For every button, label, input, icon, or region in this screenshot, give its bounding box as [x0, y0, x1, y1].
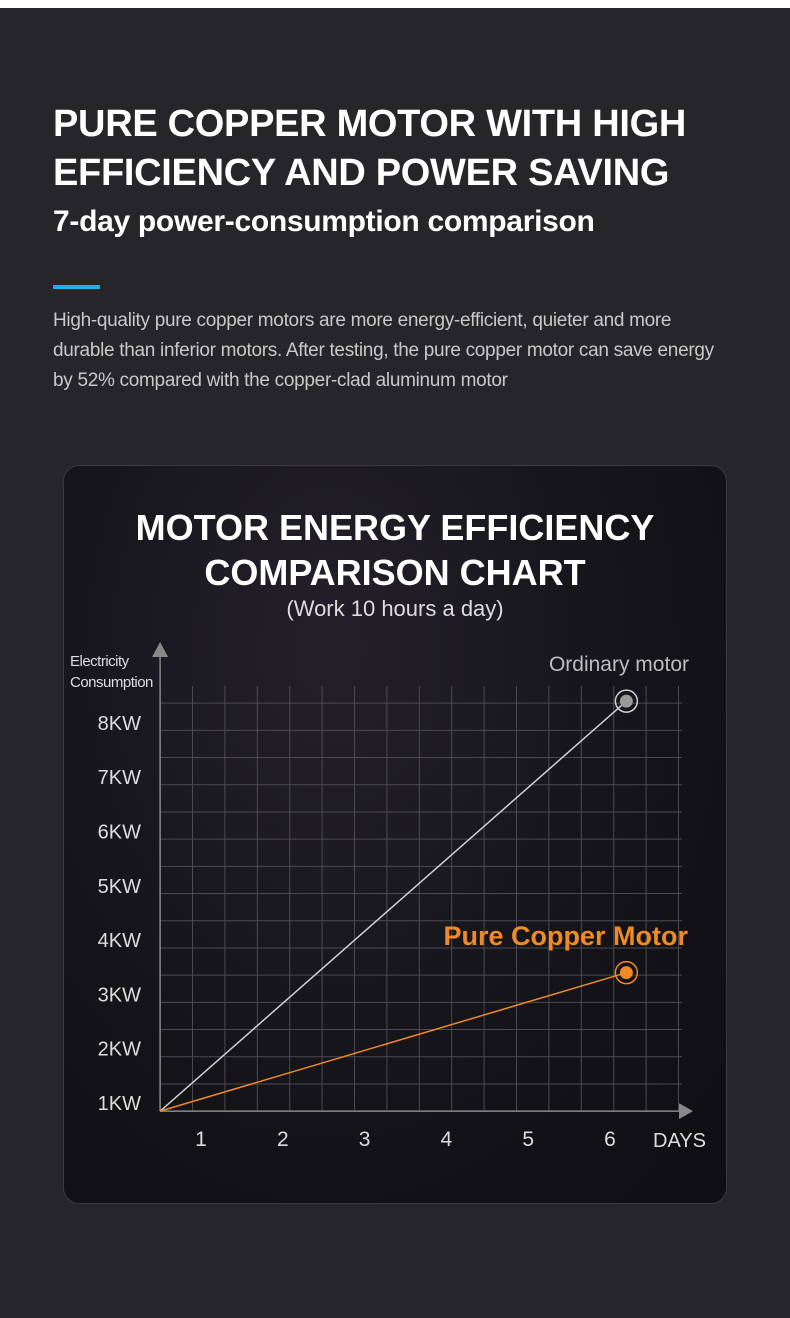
x-axis-arrow-icon	[679, 1103, 693, 1120]
y-axis-label-line-1: Electricity	[70, 653, 130, 670]
chart-subtitle: (Work 10 hours a day)	[286, 596, 504, 621]
y-axis-arrow-icon	[152, 642, 169, 657]
x-tick-label: 5	[522, 1128, 534, 1151]
accent-bar	[53, 285, 100, 289]
endpoint-dot	[619, 966, 633, 980]
x-tick-label: 1	[195, 1128, 207, 1151]
x-tick-label: 2	[277, 1128, 289, 1151]
x-axis-label: DAYS	[653, 1130, 706, 1152]
y-tick-label: 3KW	[98, 984, 141, 1006]
page-title: PURE COPPER MOTOR WITH HIGH EFFICIENCY A…	[53, 100, 686, 198]
page-subtitle: 7-day power-consumption comparison	[53, 205, 595, 238]
title-line-2: EFFICIENCY AND POWER SAVING	[53, 152, 670, 194]
series	[159, 689, 639, 1112]
description: High-quality pure copper motors are more…	[53, 310, 714, 391]
top-strip	[0, 0, 790, 8]
series-line	[159, 971, 627, 1112]
grid	[159, 686, 682, 1112]
chart-title-line-1: MOTOR ENERGY EFFICIENCY	[135, 507, 655, 548]
x-tick-label: 3	[359, 1128, 371, 1151]
endpoint-ring	[614, 960, 639, 985]
x-tick-label: 4	[441, 1128, 453, 1151]
y-tick-label: 6KW	[98, 822, 141, 844]
endpoint-dot	[619, 694, 633, 708]
axes	[152, 642, 693, 1120]
series-label: Ordinary motor	[549, 653, 689, 676]
y-tick-label: 4KW	[98, 930, 141, 952]
labels: 1KW 2KW 3KW 4KW 5KW 6KW 7KW 8KW 1 2 3 4 5 6 DAYS Electr…	[70, 653, 706, 1152]
y-tick-label: 2KW	[98, 1039, 141, 1061]
y-tick-label: 8KW	[98, 713, 141, 735]
title-line-1: PURE COPPER MOTOR WITH HIGH	[53, 103, 687, 145]
endpoint-ring	[614, 689, 639, 713]
y-tick-label: 1KW	[98, 1093, 141, 1115]
chart-title: MOTOR ENERGY EFFICIENCY COMPARISON CHART	[63, 505, 727, 595]
series-line	[159, 700, 627, 1112]
y-tick-label: 5KW	[98, 876, 141, 898]
y-tick-label: 7KW	[98, 767, 141, 789]
series-label: Pure Copper Motor	[443, 921, 688, 951]
chart-title-line-2: COMPARISON CHART	[204, 552, 586, 593]
x-tick-label: 6	[604, 1128, 616, 1151]
y-axis-label-line-2: Consumption	[70, 674, 153, 691]
chart-card	[63, 465, 727, 1204]
